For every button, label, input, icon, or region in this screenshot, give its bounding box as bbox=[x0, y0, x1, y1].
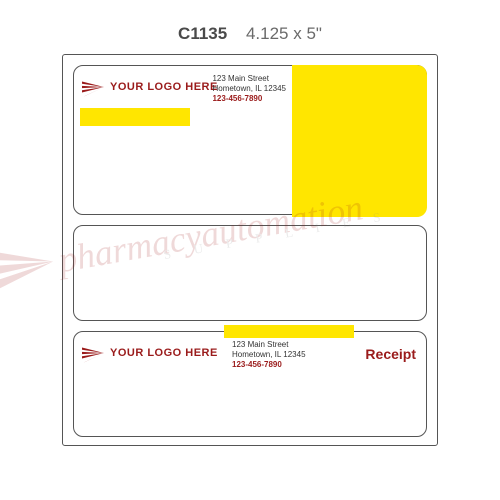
address-line2: Hometown, IL 12345 bbox=[212, 84, 286, 94]
address-line1: 123 Main Street bbox=[212, 74, 286, 84]
label-sheet-outline: YOUR LOGO HERE 123 Main Street Hometown,… bbox=[62, 54, 438, 446]
address-line1: 123 Main Street bbox=[232, 340, 306, 350]
highlight-strip-top bbox=[80, 108, 190, 126]
highlight-block bbox=[292, 65, 427, 217]
logo-area-bottom: YOUR LOGO HERE bbox=[82, 342, 218, 364]
label-panel-top: YOUR LOGO HERE 123 Main Street Hometown,… bbox=[73, 65, 427, 215]
rays-icon bbox=[0, 227, 59, 308]
address-block-top: 123 Main Street Hometown, IL 12345 123-4… bbox=[212, 74, 286, 104]
sku-code: C1135 bbox=[178, 24, 227, 43]
header: C1135 4.125 x 5" bbox=[0, 24, 500, 44]
logo-placeholder-text: YOUR LOGO HERE bbox=[110, 347, 218, 359]
logo-placeholder-text: YOUR LOGO HERE bbox=[110, 81, 218, 93]
stage: C1135 4.125 x 5" YOUR LOGO HERE 123 Main… bbox=[0, 0, 500, 500]
rays-icon bbox=[82, 342, 104, 364]
label-panel-middle bbox=[73, 225, 427, 321]
receipt-label: Receipt bbox=[365, 346, 416, 362]
address-block-bottom: 123 Main Street Hometown, IL 12345 123-4… bbox=[232, 340, 306, 370]
phone-number: 123-456-7890 bbox=[232, 360, 306, 370]
phone-number: 123-456-7890 bbox=[212, 94, 286, 104]
address-line2: Hometown, IL 12345 bbox=[232, 350, 306, 360]
sheet-dimensions: 4.125 x 5" bbox=[246, 24, 322, 43]
highlight-strip-bottom bbox=[224, 325, 354, 338]
logo-area-top: YOUR LOGO HERE bbox=[82, 76, 218, 98]
label-panel-bottom: YOUR LOGO HERE 123 Main Street Hometown,… bbox=[73, 331, 427, 437]
rays-icon bbox=[82, 76, 104, 98]
